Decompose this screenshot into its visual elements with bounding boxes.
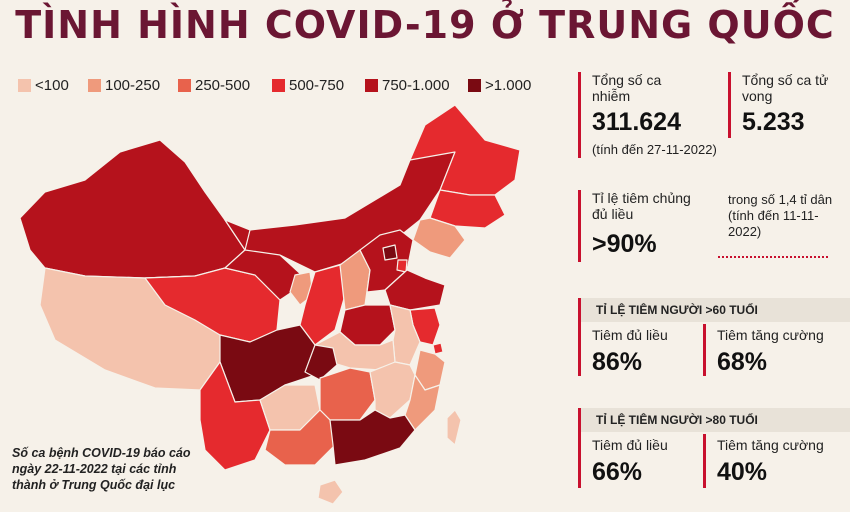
deaths-label: Tổng số ca tử vong: [742, 72, 829, 104]
over60-full-value: 86%: [592, 348, 643, 376]
over80-full-label: Tiêm đủ liều: [592, 437, 668, 453]
legend-swatch-6: [468, 78, 481, 92]
accent-bar-cases: [578, 72, 581, 158]
vaccination-note: trong số 1,4 tỉ dân (tính đến 11-11-2022…: [728, 192, 833, 239]
accent-bar-vaccination: [578, 190, 581, 262]
vaccination-value: >90%: [592, 230, 657, 258]
region-taiwan: [446, 409, 462, 446]
region-hainan: [317, 479, 344, 505]
over60-booster-label: Tiêm tăng cường: [717, 327, 824, 343]
over80-header: TỈ LỆ TIÊM NGƯỜI >80 TUỔI: [578, 408, 850, 432]
dotted-divider-1: [718, 256, 828, 258]
accent-bar-over60-booster: [703, 324, 706, 376]
as-of-date: (tính đến 27-11-2022): [592, 142, 717, 157]
stats-panel: Tổng số ca nhiễm 311.624 (tính đến 27-11…: [578, 66, 850, 512]
legend-label-6: >1.000: [485, 76, 532, 94]
china-choropleth-map: [19, 104, 521, 505]
cases-value: 311.624: [592, 108, 681, 136]
region-chongqing: [304, 344, 338, 381]
accent-bar-over80: [578, 408, 581, 488]
legend-label-4: 500-750: [289, 76, 345, 94]
legend-item-4: 500-750: [272, 74, 344, 96]
accent-bar-over80-booster: [703, 434, 706, 488]
page-title: TÌNH HÌNH COVID-19 Ở TRUNG QUỐC: [15, 3, 835, 47]
legend-label-1: <100: [35, 76, 69, 94]
region-tianjin: [396, 259, 408, 273]
legend-label-5: 750-1.000: [382, 76, 450, 94]
vaccination-label: Tỉ lệ tiêm chủng đủ liều: [592, 190, 691, 222]
region-heilongjiang: [409, 104, 521, 196]
accent-bar-over60: [578, 298, 581, 376]
region-xinjiang: [19, 139, 246, 279]
accent-bar-deaths: [728, 72, 731, 138]
legend-item-3: 250-500: [178, 74, 250, 96]
region-shanghai: [432, 342, 444, 355]
map-caption: Số ca bệnh COVID-19 báo cáo ngày 22-11-2…: [12, 446, 191, 492]
legend-swatch-5: [365, 78, 378, 92]
region-fujian: [404, 374, 441, 431]
over60-full-label: Tiêm đủ liều: [592, 327, 668, 343]
region-liaoning: [412, 217, 466, 259]
region-beijing: [382, 244, 398, 261]
over60-booster-value: 68%: [717, 348, 768, 376]
legend-swatch-3: [178, 78, 191, 92]
region-guangdong: [329, 409, 416, 466]
over80-booster-value: 40%: [717, 458, 768, 486]
over80-booster-label: Tiêm tăng cường: [717, 437, 824, 453]
deaths-value: 5.233: [742, 108, 805, 136]
legend-swatch-2: [88, 78, 101, 92]
legend-item-5: 750-1.000: [365, 74, 450, 96]
legend-item-2: 100-250: [88, 74, 160, 96]
region-hunan: [319, 367, 376, 421]
region-yunnan: [199, 361, 271, 471]
over80-full-value: 66%: [592, 458, 643, 486]
over60-header: TỈ LỆ TIÊM NGƯỜI >60 TUỔI: [578, 298, 850, 322]
legend-swatch-1: [18, 78, 31, 92]
legend-item-1: <100: [18, 74, 69, 96]
cases-label: Tổng số ca nhiễm: [592, 72, 662, 104]
legend-label-3: 250-500: [195, 76, 251, 94]
legend-label-2: 100-250: [105, 76, 161, 94]
legend-swatch-4: [272, 78, 285, 92]
legend-item-6: >1.000: [468, 74, 531, 96]
